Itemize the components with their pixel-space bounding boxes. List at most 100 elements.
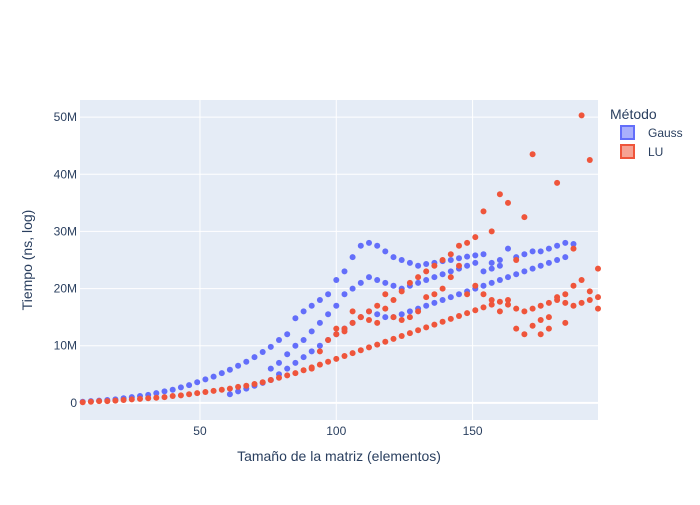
data-point-lu [464,310,471,317]
data-point-lu [521,331,528,338]
data-point-lu [390,297,397,303]
data-point-gauss [316,297,323,303]
data-point-lu [259,379,266,386]
data-point-lu [235,383,242,390]
data-point-lu [496,298,503,305]
data-point-gauss [480,268,487,275]
data-point-gauss [456,255,462,262]
data-point-gauss [480,282,487,289]
data-point-lu [128,396,135,403]
data-point-gauss [357,279,364,286]
data-point-lu [374,341,381,348]
data-point-lu [464,239,471,246]
data-point-lu [496,308,503,315]
data-point-lu [284,372,291,379]
data-point-gauss [447,268,454,275]
data-point-gauss [554,242,561,249]
data-point-lu [316,348,323,355]
data-point-lu [537,302,544,309]
data-point-lu [496,191,503,198]
data-point-lu [341,328,348,335]
data-point-lu [415,327,422,334]
data-point-lu [488,228,495,235]
data-point-lu [480,304,487,311]
data-point-lu [333,325,340,332]
data-point-lu [218,386,225,393]
data-point-lu [513,257,520,263]
data-point-gauss [374,311,381,318]
data-point-lu [578,299,585,306]
data-point-lu [562,299,569,306]
data-point-lu [243,382,250,389]
data-point-gauss [292,342,299,349]
data-point-gauss [562,254,569,261]
legend-label-lu: LU [648,145,663,159]
data-point-gauss [235,388,242,395]
data-point-lu [366,344,372,351]
data-point-gauss [521,251,528,258]
x-tick-label: 100 [326,424,346,438]
data-point-gauss [406,308,413,315]
data-point-gauss [357,242,364,249]
data-point-gauss [513,271,520,278]
data-point-lu [341,353,348,359]
data-point-lu [595,294,601,301]
data-point-gauss [537,262,544,269]
data-point-lu [357,314,364,321]
data-point-gauss [505,245,511,252]
data-point-gauss [292,315,299,322]
data-point-gauss [284,331,291,338]
data-point-lu [545,314,552,321]
data-point-lu [104,398,111,405]
data-point-gauss [349,254,356,261]
y-tick-label: 50M [54,110,77,124]
data-point-lu [562,291,569,298]
data-point-gauss [341,268,348,275]
data-point-gauss [251,354,258,361]
data-point-gauss [406,259,413,266]
data-point-lu [349,319,356,326]
data-point-gauss [341,291,348,298]
data-point-lu [562,319,569,326]
data-point-lu [349,308,356,315]
data-point-gauss [382,314,389,321]
data-point-gauss [235,362,242,369]
data-point-lu [480,208,487,215]
data-point-gauss [505,274,511,281]
data-point-lu [480,291,487,298]
data-point-lu [251,381,258,387]
data-point-lu [456,242,462,249]
data-point-gauss [496,262,503,269]
data-point-lu [472,234,479,241]
data-point-gauss [488,259,495,266]
legend-label-gauss: Gauss [648,126,683,140]
data-point-lu [578,112,585,119]
data-point-lu [390,314,397,321]
data-point-gauss [284,365,291,372]
data-point-lu [505,297,511,303]
data-point-gauss [562,239,569,246]
legend-swatch-lu [620,144,635,159]
data-point-lu [398,333,405,339]
data-point-gauss [276,337,282,343]
data-point-gauss [226,391,233,398]
data-point-lu [505,199,511,206]
data-point-lu [472,282,479,289]
data-point-lu [145,395,152,402]
data-point-gauss [308,328,315,335]
data-point-lu [308,365,315,372]
data-point-lu [406,314,413,321]
data-point-gauss [423,302,430,309]
data-point-gauss [496,257,503,263]
data-point-lu [431,321,438,328]
data-point-lu [382,291,389,298]
data-point-gauss [480,251,487,258]
data-point-gauss [439,271,446,278]
data-point-gauss [382,248,389,255]
legend-items: Gauss LU [620,125,683,159]
data-point-lu [415,274,422,281]
data-point-lu [79,399,86,406]
data-point-gauss [521,268,528,275]
data-point-lu [529,151,536,158]
data-point-lu [153,394,160,401]
